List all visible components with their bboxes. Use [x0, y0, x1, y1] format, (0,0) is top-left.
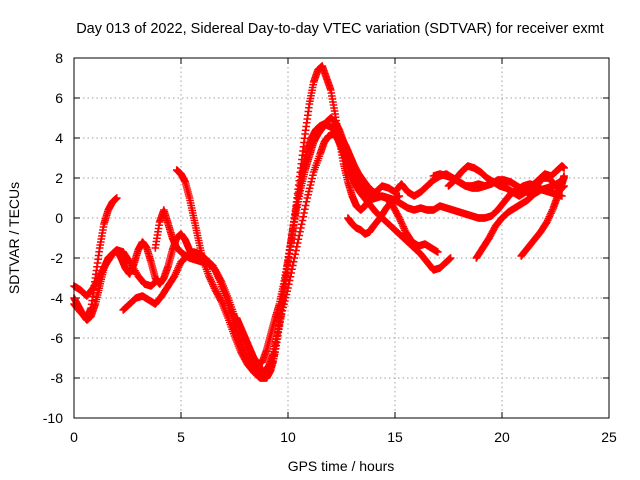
data-point — [299, 212, 308, 221]
y-tick-label: 6 — [55, 90, 63, 106]
y-tick-label: -6 — [51, 330, 64, 346]
data-point — [306, 181, 315, 189]
y-tick-label: 0 — [55, 210, 63, 226]
series-7 — [232, 114, 489, 368]
y-tick-label: 8 — [55, 50, 63, 66]
data-point — [301, 201, 310, 210]
data-point — [300, 209, 308, 217]
data-point — [307, 177, 316, 186]
data-point — [395, 192, 404, 200]
x-tick-label: 0 — [70, 429, 78, 445]
data-point — [434, 248, 442, 256]
data-point — [446, 254, 455, 262]
data-points — [70, 62, 568, 382]
data-point — [293, 239, 302, 247]
x-axis-label: GPS time / hours — [288, 458, 395, 474]
x-tick-label: 15 — [387, 429, 403, 445]
y-tick-label: 2 — [55, 170, 63, 186]
data-point — [308, 174, 316, 183]
y-tick-label: 4 — [55, 130, 63, 146]
y-tick-label: -8 — [51, 370, 64, 386]
series-5 — [172, 62, 566, 382]
data-point — [301, 205, 309, 214]
data-point — [304, 190, 312, 199]
data-point — [305, 187, 313, 196]
plot-frame — [73, 57, 610, 419]
x-tick-label: 20 — [494, 429, 510, 445]
y-tick-label: -4 — [51, 290, 64, 306]
data-point — [302, 197, 311, 206]
data-point — [297, 220, 306, 229]
data-point — [560, 172, 568, 180]
data-point — [560, 164, 568, 172]
data-point — [309, 171, 317, 180]
data-point — [113, 194, 121, 202]
series-8 — [344, 192, 404, 238]
data-point — [294, 235, 303, 244]
x-tick-label: 25 — [601, 429, 617, 445]
data-point — [296, 227, 304, 236]
y-tick-label: -10 — [43, 410, 63, 426]
data-point — [298, 216, 307, 225]
series-12 — [517, 172, 568, 260]
y-axis-label: SDTVAR / TECUs — [6, 182, 22, 294]
x-tick-label: 5 — [177, 429, 185, 445]
data-point — [293, 242, 301, 251]
y-tick-label: -2 — [51, 250, 64, 266]
series-10 — [444, 162, 568, 200]
x-tick-label: 10 — [280, 429, 296, 445]
chart-title: Day 013 of 2022, Sidereal Day-to-day VTE… — [76, 21, 604, 37]
data-point — [292, 246, 300, 255]
data-point — [303, 194, 312, 202]
data-point — [295, 231, 304, 240]
data-point — [305, 184, 314, 193]
data-point — [297, 224, 305, 232]
